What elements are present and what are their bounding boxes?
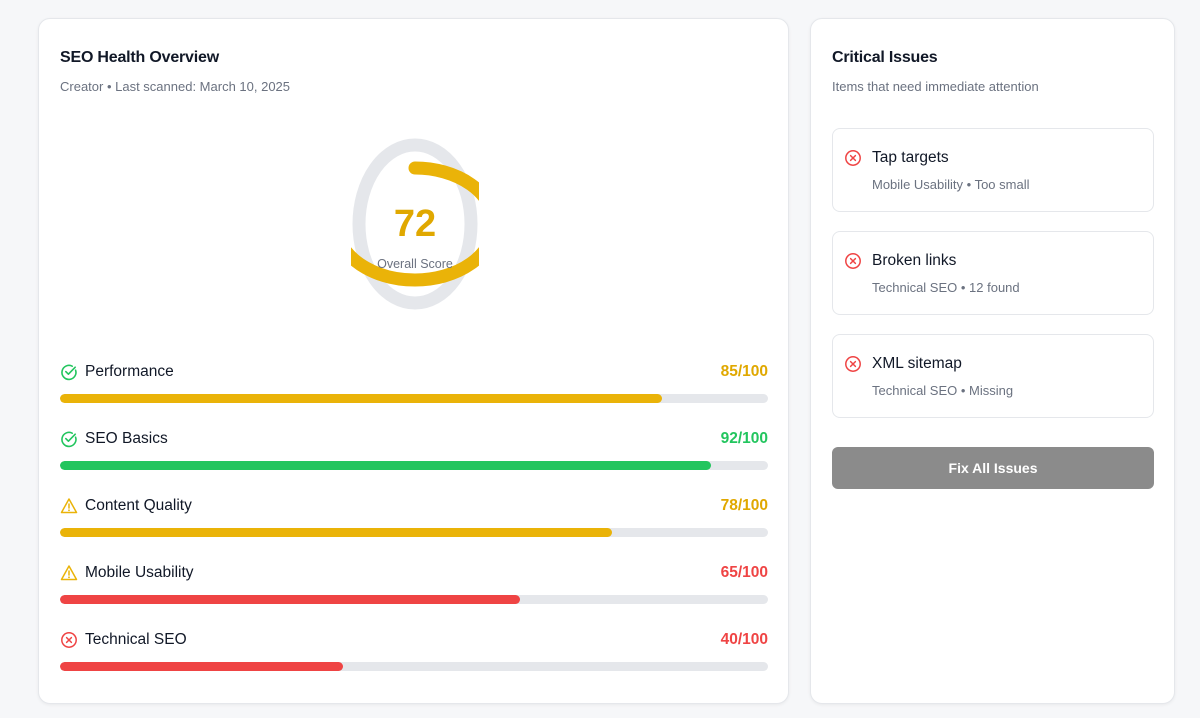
x-circle-icon <box>844 149 862 167</box>
metric-progress-fill <box>60 662 344 671</box>
x-circle-icon <box>844 252 862 270</box>
check-circle-icon <box>60 363 78 381</box>
metric-label: SEO Basics <box>85 430 168 447</box>
metric-progress-fill <box>60 528 613 537</box>
score-donut-chart <box>351 138 479 310</box>
issues-title: Critical Issues <box>832 49 938 66</box>
metric-progress-track <box>60 662 768 671</box>
metric-progress-track <box>60 595 768 604</box>
overall-score-label: Overall Score <box>377 257 453 271</box>
issue-xml-sitemap[interactable]: XML sitemap Technical SEO • Missing <box>832 334 1154 418</box>
issues-subtitle: Items that need immediate attention <box>832 79 1039 94</box>
issue-meta: Technical SEO • 12 found <box>872 280 1020 295</box>
donut-score-arc <box>351 161 479 287</box>
overall-score-value: 72 <box>393 203 437 245</box>
metric-label: Mobile Usability <box>85 564 194 581</box>
metric-content-quality: Content Quality 78/100 <box>60 496 768 544</box>
metric-technical-seo: Technical SEO 40/100 <box>60 630 768 678</box>
issue-tap-targets[interactable]: Tap targets Mobile Usability • Too small <box>832 128 1154 212</box>
overall-score-donut: 72 Overall Score <box>351 135 479 313</box>
issue-broken-links[interactable]: Broken links Technical SEO • 12 found <box>832 231 1154 315</box>
issue-title: Tap targets <box>872 149 949 166</box>
seo-health-overview-card: SEO Health Overview Creator • Last scann… <box>38 18 789 704</box>
metric-label: Content Quality <box>85 497 192 514</box>
metric-progress-fill <box>60 595 521 604</box>
warning-triangle-icon <box>60 564 78 582</box>
check-circle-icon <box>60 430 78 448</box>
metric-label: Performance <box>85 363 174 380</box>
metric-mobile-usability: Mobile Usability 65/100 <box>60 563 768 611</box>
donut-track <box>352 138 478 310</box>
issue-meta: Mobile Usability • Too small <box>872 177 1030 192</box>
metric-score: 92/100 <box>720 430 768 447</box>
metric-label: Technical SEO <box>85 631 187 648</box>
metric-progress-fill <box>60 461 712 470</box>
x-circle-icon <box>60 631 78 649</box>
metric-score: 78/100 <box>720 497 768 514</box>
metric-seo-basics: SEO Basics 92/100 <box>60 429 768 477</box>
overview-title: SEO Health Overview <box>60 49 219 66</box>
issue-meta: Technical SEO • Missing <box>872 383 1014 398</box>
metric-performance: Performance 85/100 <box>60 362 768 410</box>
overview-subtitle: Creator • Last scanned: March 10, 2025 <box>60 79 291 94</box>
metric-progress-track <box>60 461 768 470</box>
metric-progress-track <box>60 394 768 403</box>
warning-triangle-icon <box>60 497 78 515</box>
metric-score: 85/100 <box>720 363 768 380</box>
metric-score: 65/100 <box>720 564 768 581</box>
issue-title: Broken links <box>872 252 957 269</box>
x-circle-icon <box>844 355 862 373</box>
critical-issues-card: Critical Issues Items that need immediat… <box>810 18 1175 704</box>
metric-progress-track <box>60 528 768 537</box>
fix-all-issues-button[interactable]: Fix All Issues <box>832 447 1154 489</box>
metric-progress-fill <box>60 394 662 403</box>
issue-title: XML sitemap <box>872 355 962 372</box>
metric-score: 40/100 <box>720 631 768 648</box>
